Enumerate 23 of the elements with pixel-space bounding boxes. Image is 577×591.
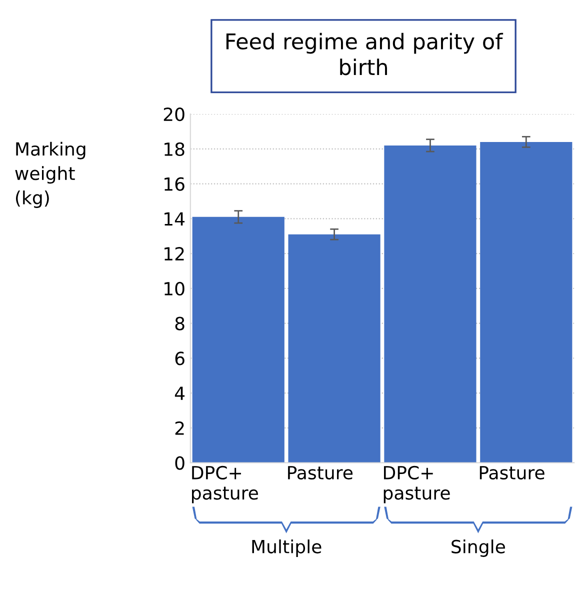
bar	[192, 216, 284, 463]
bar	[288, 234, 380, 463]
y-tick-label: 14	[164, 212, 185, 226]
y-tick-label: 0	[175, 456, 184, 470]
y-tick-label: 4	[174, 386, 185, 400]
y-tick-label: 8	[175, 316, 184, 330]
text: Single	[452, 539, 505, 557]
bar	[384, 145, 476, 463]
y-tick-label: 10	[164, 282, 184, 296]
x-tick-label: Pasture	[288, 466, 353, 480]
text: Multiple	[252, 539, 322, 557]
x-tick-label: Pasture	[480, 466, 544, 480]
x-tick-label: DPC+ pasture	[192, 466, 258, 504]
bar	[480, 142, 572, 463]
y-tick-label: 12	[164, 247, 184, 260]
y-tick-label: 20	[164, 108, 184, 122]
y-tick-label: 16	[164, 177, 184, 191]
y-tick-label: 18	[164, 142, 184, 156]
y-tick-label: 6	[175, 352, 184, 366]
y-axis-title: Marking weight (kg)	[15, 142, 86, 208]
chart-title: Feed regime and parity of birth	[226, 32, 504, 76]
x-tick-label: DPC+ pasture	[384, 466, 450, 504]
y-tick-label: 2	[175, 421, 184, 435]
